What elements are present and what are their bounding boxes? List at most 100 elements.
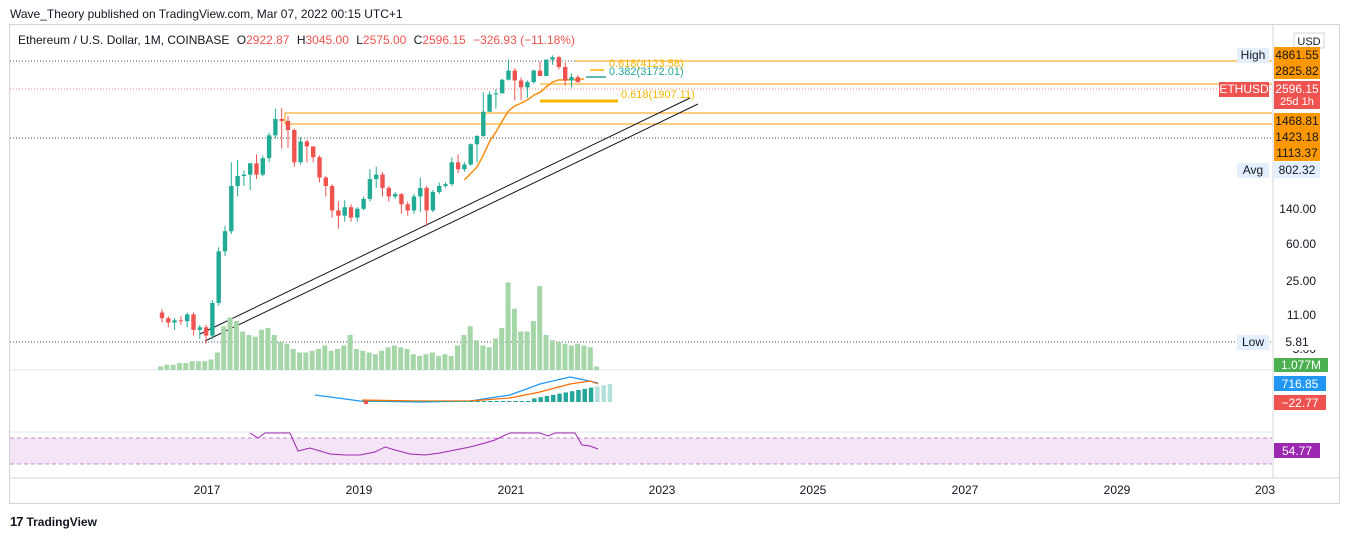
volume-bar xyxy=(360,350,366,370)
candle-body xyxy=(355,208,360,218)
volume-bar xyxy=(334,349,340,370)
candle-body xyxy=(298,141,303,163)
candle-body xyxy=(304,141,310,147)
tag-1468-value: 1468.81 xyxy=(1275,114,1319,128)
legend-low-value: 2575.00 xyxy=(362,33,407,47)
macd-histogram-bar xyxy=(519,401,524,402)
volume-bar xyxy=(505,282,511,370)
legend-symbol: Ethereum / U.S. Dollar, 1M, COINBASE xyxy=(18,33,230,47)
volume-bar xyxy=(448,356,454,370)
candle-body xyxy=(525,82,530,88)
currency-label: USD xyxy=(1297,36,1320,48)
tag-avg-bg xyxy=(1274,162,1320,178)
volume-bar xyxy=(183,363,189,370)
macd-histogram-bar xyxy=(380,401,386,402)
macd-histogram-bar xyxy=(551,394,556,402)
rsi-band xyxy=(10,438,1272,464)
macd-histogram-bar xyxy=(525,401,531,402)
candle-body xyxy=(367,179,373,199)
candle-body xyxy=(424,187,429,211)
candle-body xyxy=(556,57,562,67)
candle-body xyxy=(241,174,247,177)
price-axis-label: 11.00 xyxy=(1287,308,1316,322)
volume-bar xyxy=(246,335,252,370)
candle-body xyxy=(248,163,253,175)
legend-change: −326.93 (−11.18%) xyxy=(473,33,575,47)
candle-body xyxy=(405,204,410,211)
candle-body xyxy=(279,118,284,121)
volume-bar xyxy=(278,342,284,370)
candle-body xyxy=(481,111,486,136)
candle-body xyxy=(512,70,517,81)
candle-body xyxy=(487,94,492,112)
volume-bar xyxy=(436,356,442,370)
macd-histogram-bar xyxy=(462,401,468,402)
candle-body xyxy=(443,184,448,186)
volume-bar xyxy=(417,356,423,370)
macd-histogram-bar xyxy=(469,401,474,402)
macd-histogram-bar xyxy=(437,401,443,402)
candle-body xyxy=(468,144,473,165)
rsi-line xyxy=(249,432,599,456)
volume-bar xyxy=(164,364,170,370)
candle-body xyxy=(317,157,322,178)
candle-body xyxy=(544,59,549,76)
brand-name: TradingView xyxy=(26,514,97,529)
macd-histogram-bar xyxy=(387,401,392,402)
volume-bar xyxy=(347,335,353,370)
macd-histogram-bar xyxy=(494,401,499,402)
candle-body xyxy=(323,177,328,186)
trendline-upper xyxy=(199,97,691,335)
volume-bar xyxy=(474,340,479,370)
volume-bar xyxy=(265,328,271,370)
time-axis-label: 2027 xyxy=(952,483,979,497)
macd-histogram-bar xyxy=(475,401,480,402)
chart-legend: Ethereum / U.S. Dollar, 1M, COINBASE O29… xyxy=(18,33,575,47)
candle-body xyxy=(292,129,297,163)
legend-open-value: 2922.87 xyxy=(246,33,290,47)
candle-body xyxy=(455,162,461,170)
macd-hist-tag-bg xyxy=(1274,395,1326,410)
macd-histogram-bar xyxy=(450,401,455,402)
volume-bar xyxy=(549,340,555,370)
candle-body xyxy=(392,194,398,197)
legend-open-label: O xyxy=(236,33,247,47)
candle-body xyxy=(418,187,423,197)
tag-low-bg xyxy=(1274,334,1320,350)
volume-bar xyxy=(290,349,296,370)
candle-body xyxy=(500,79,505,94)
macd-histogram-bar xyxy=(481,401,487,402)
candle-body xyxy=(411,196,417,211)
volume-bar xyxy=(202,361,208,370)
tag-1423-value: 1423.18 xyxy=(1275,130,1319,144)
candle-body xyxy=(159,312,165,319)
candle-body xyxy=(191,314,196,330)
volume-bar xyxy=(404,349,410,370)
volume-bar xyxy=(556,342,562,370)
volume-bar xyxy=(353,349,359,370)
macd-histogram-bar xyxy=(456,401,461,402)
macd-histogram-bar xyxy=(488,401,493,402)
candle-body xyxy=(222,231,228,252)
macd-histogram-bar xyxy=(538,397,543,402)
rsi-tag: 54.77 xyxy=(1282,444,1312,458)
legend-low-label: L xyxy=(356,33,363,47)
volume-bar xyxy=(429,352,435,370)
volume-bar xyxy=(587,347,593,370)
price-axis-label: 25.00 xyxy=(1286,274,1316,288)
macd-histogram-bar xyxy=(399,401,405,402)
volume-bar xyxy=(442,354,448,370)
tradingview-brand[interactable]: 17 TradingView xyxy=(10,514,97,529)
tag-high-label-bg xyxy=(1237,48,1269,63)
candle-body xyxy=(203,327,209,336)
tag-avg-value: 802.32 xyxy=(1279,163,1316,177)
volume-bar xyxy=(328,350,334,370)
candle-body xyxy=(260,158,265,175)
volume-bar xyxy=(410,354,416,370)
chart-frame xyxy=(9,24,1340,504)
tag-last-bg xyxy=(1274,81,1320,109)
volume-bar xyxy=(303,352,309,370)
macd-tag-bg xyxy=(1274,376,1326,391)
volume-bar xyxy=(372,354,378,370)
